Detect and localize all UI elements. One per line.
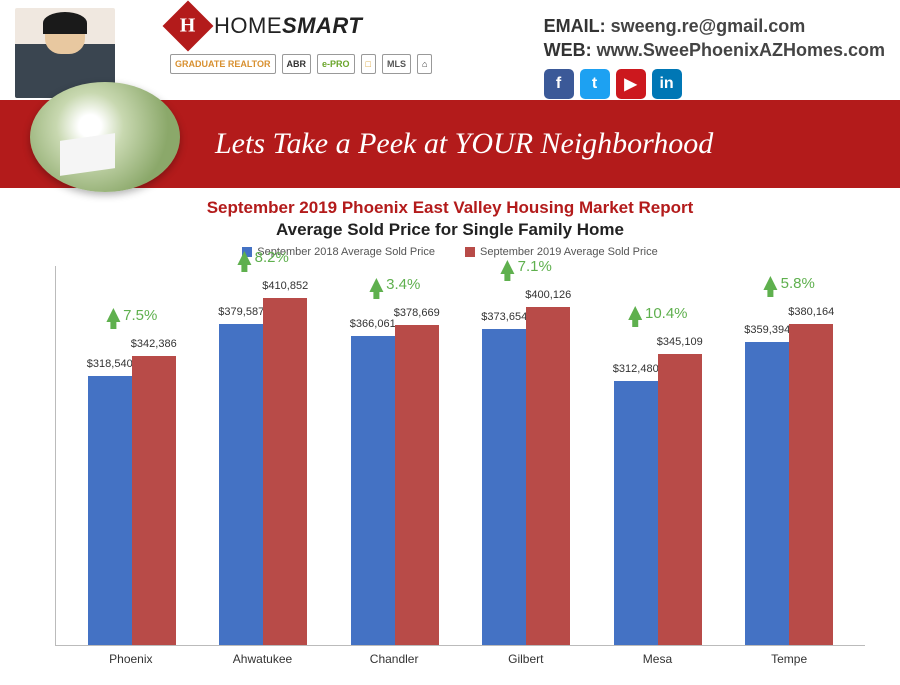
percent-value: 5.8% — [781, 275, 815, 292]
cert-badge: □ — [361, 54, 376, 74]
bar-value-label: $345,109 — [657, 336, 703, 348]
cert-badge: GRADUATE REALTOR — [170, 54, 276, 74]
brand-text: HOMESMART — [214, 13, 362, 39]
percent-value: 3.4% — [386, 276, 420, 293]
bar-value-label: $366,061 — [350, 318, 396, 330]
chart-title-line1: September 2019 Phoenix East Valley Housi… — [0, 198, 900, 218]
banner-text: Lets Take a Peek at YOUR Neighborhood — [215, 127, 713, 161]
cert-badge: ⌂ — [417, 54, 432, 74]
legend-label: September 2019 Average Sold Price — [480, 246, 658, 258]
legend-item: September 2019 Average Sold Price — [465, 246, 658, 258]
bar-value-label: $410,852 — [262, 280, 308, 292]
percent-change-label: 7.5% — [106, 307, 157, 324]
contact-block: EMAIL: sweeng.re@gmail.com WEB: www.Swee… — [544, 8, 885, 99]
bar-value-label: $342,386 — [131, 338, 177, 350]
bar-value-label: $400,126 — [525, 289, 571, 301]
chart-area: $318,540$342,3867.5%$379,587$410,8528.2%… — [55, 266, 865, 646]
bar-value-label: $378,669 — [394, 307, 440, 319]
bar-groups: $318,540$342,3867.5%$379,587$410,8528.2%… — [56, 266, 865, 645]
social-row: ft▶in — [544, 69, 885, 99]
arrow-up-icon — [501, 260, 515, 274]
bar-value-label: $312,480 — [613, 363, 659, 375]
bar-2018: $379,587 — [219, 324, 263, 645]
web-line: WEB: www.SweePhoenixAZHomes.com — [544, 40, 885, 61]
bar-value-label: $359,394 — [744, 324, 790, 336]
chart-title: September 2019 Phoenix East Valley Housi… — [0, 198, 900, 240]
certification-row: GRADUATE REALTOR ABRe-PRO □ MLS ⌂ — [170, 54, 432, 74]
arrow-up-icon — [369, 278, 383, 292]
web-value: www.SweePhoenixAZHomes.com — [597, 40, 885, 60]
arrow-up-icon — [238, 251, 252, 265]
logo-block: H HOMESMART GRADUATE REALTOR ABRe-PRO □ MLS… — [170, 8, 432, 74]
percent-value: 8.2% — [255, 249, 289, 266]
percent-value: 7.5% — [123, 307, 157, 324]
bar-group: $379,587$410,8528.2% — [203, 298, 323, 645]
legend-swatch — [465, 247, 475, 257]
percent-change-label: 7.1% — [501, 258, 552, 275]
social-icon[interactable]: in — [652, 69, 682, 99]
bar-2018: $359,394 — [745, 342, 789, 645]
bar-value-label: $380,164 — [788, 306, 834, 318]
cert-badge: ABR — [282, 54, 312, 74]
bar-value-label: $379,587 — [218, 306, 264, 318]
bar-2019: $380,164 — [789, 324, 833, 645]
bar-2019: $410,852 — [263, 298, 307, 645]
social-icon[interactable]: t — [580, 69, 610, 99]
percent-value: 10.4% — [645, 305, 688, 322]
homesmart-icon: H — [163, 1, 214, 52]
percent-change-label: 8.2% — [238, 249, 289, 266]
x-axis-label: Tempe — [729, 652, 849, 666]
neighborhood-image — [30, 82, 180, 192]
chart-title-line2: Average Sold Price for Single Family Hom… — [0, 220, 900, 240]
cert-badge: e-PRO — [317, 54, 355, 74]
x-axis-labels: Phoenix Ahwatukee Chandler Gilbert Mesa Tempe — [55, 652, 865, 666]
bar-value-label: $373,654 — [481, 311, 527, 323]
bar-group: $373,654$400,1267.1% — [466, 307, 586, 645]
percent-change-label: 5.8% — [764, 275, 815, 292]
x-axis-label: Phoenix — [71, 652, 191, 666]
email-value: sweeng.re@gmail.com — [611, 16, 806, 36]
bar-2018: $373,654 — [482, 329, 526, 645]
bar-2019: $378,669 — [395, 325, 439, 645]
percent-change-label: 10.4% — [628, 305, 688, 322]
bar-2018: $312,480 — [614, 381, 658, 645]
social-icon[interactable]: ▶ — [616, 69, 646, 99]
x-axis-label: Gilbert — [466, 652, 586, 666]
bar-2019: $345,109 — [658, 354, 702, 645]
x-axis-label: Chandler — [334, 652, 454, 666]
email-label: EMAIL: — [544, 16, 606, 36]
bar-group: $366,061$378,6693.4% — [335, 325, 455, 645]
bar-2019: $400,126 — [526, 307, 570, 645]
cert-badge: MLS — [382, 54, 411, 74]
banner: Lets Take a Peek at YOUR Neighborhood — [0, 100, 900, 188]
percent-change-label: 3.4% — [369, 276, 420, 293]
email-line: EMAIL: sweeng.re@gmail.com — [544, 16, 885, 37]
web-label: WEB: — [544, 40, 592, 60]
x-axis-label: Mesa — [597, 652, 717, 666]
brand-icon-letter: H — [180, 15, 196, 38]
bar-2018: $318,540 — [88, 376, 132, 645]
arrow-up-icon — [106, 308, 120, 322]
x-axis-label: Ahwatukee — [202, 652, 322, 666]
brand-logo: H HOMESMART — [170, 8, 432, 44]
arrow-up-icon — [628, 306, 642, 320]
bar-2018: $366,061 — [351, 336, 395, 645]
bar-group: $359,394$380,1645.8% — [729, 324, 849, 645]
header: H HOMESMART GRADUATE REALTOR ABRe-PRO □ MLS… — [0, 0, 900, 100]
chart-legend: September 2018 Average Sold PriceSeptemb… — [0, 246, 900, 258]
percent-value: 7.1% — [518, 258, 552, 275]
bar-group: $318,540$342,3867.5% — [72, 356, 192, 645]
arrow-up-icon — [764, 276, 778, 290]
bar-value-label: $318,540 — [87, 358, 133, 370]
social-icon[interactable]: f — [544, 69, 574, 99]
bar-group: $312,480$345,10910.4% — [598, 354, 718, 645]
bar-2019: $342,386 — [132, 356, 176, 645]
